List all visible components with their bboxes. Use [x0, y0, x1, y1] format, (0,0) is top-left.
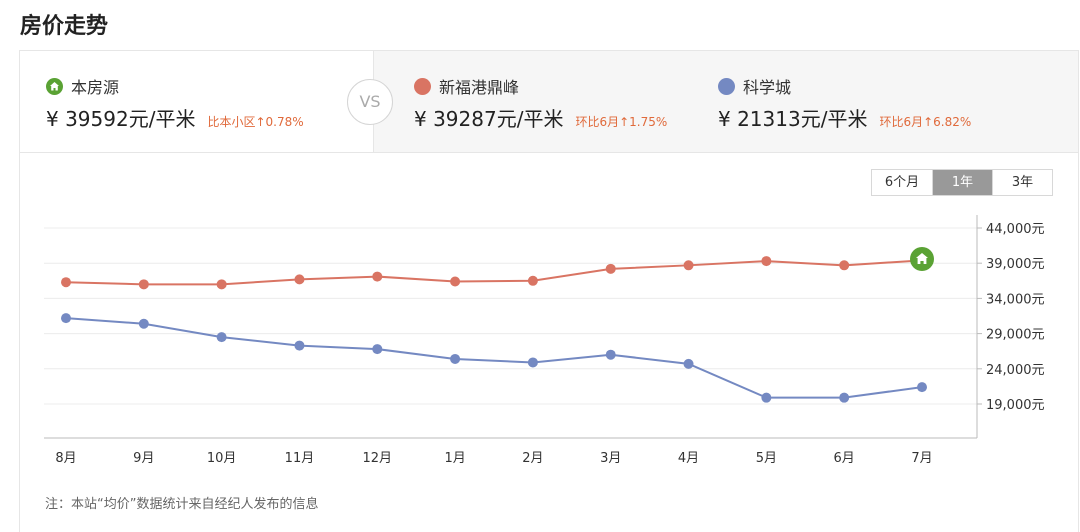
- comparison-bar: VS 本房源 ¥ 39592元/平米 比本小区↑0.78% 新福港鼎峰 ¥ 39…: [20, 51, 1078, 153]
- data-point: [372, 344, 383, 355]
- y-tick-label: 39,000元: [986, 257, 1045, 272]
- data-point: [527, 275, 538, 286]
- data-point: [294, 274, 305, 285]
- data-point: [61, 313, 71, 324]
- compare-item-price: ¥ 21313元/平米: [718, 107, 868, 131]
- compare-item-current-listing: 本房源 ¥ 39592元/平米 比本小区↑0.78%: [46, 75, 304, 132]
- compare-item-name: 新福港鼎峰: [439, 78, 520, 97]
- x-tick-label: 11月: [285, 451, 315, 466]
- tab-1-year[interactable]: 1年: [932, 170, 992, 195]
- comparison-others-panel: [373, 51, 1078, 153]
- compare-item-change: 环比6月↑6.82%: [879, 115, 972, 129]
- data-point: [450, 353, 461, 364]
- data-point: [839, 392, 850, 403]
- series-line: [65, 259, 923, 286]
- compare-item-price: ¥ 39287元/平米: [414, 107, 564, 131]
- x-tick-label: 2月: [522, 451, 543, 466]
- x-tick-label: 6月: [834, 451, 855, 466]
- vs-badge: VS: [347, 79, 393, 125]
- compare-item-district: 科学城 ¥ 21313元/平米 环比6月↑6.82%: [718, 75, 971, 132]
- compare-item-name: 科学城: [743, 78, 792, 97]
- data-point: [761, 392, 772, 403]
- x-tick-label: 12月: [362, 451, 392, 466]
- data-point: [216, 332, 227, 343]
- compare-item-change: 环比6月↑1.75%: [575, 115, 668, 129]
- x-tick-label: 9月: [133, 451, 154, 466]
- compare-item-community: 新福港鼎峰 ¥ 39287元/平米 环比6月↑1.75%: [414, 75, 667, 132]
- series-line: [65, 317, 923, 399]
- legend-dot-icon: [718, 77, 735, 95]
- x-tick-label: 3月: [600, 451, 621, 466]
- y-tick-label: 29,000元: [986, 328, 1045, 343]
- home-icon: [916, 252, 928, 264]
- price-trend-card: VS 本房源 ¥ 39592元/平米 比本小区↑0.78% 新福港鼎峰 ¥ 39…: [19, 50, 1079, 532]
- data-point: [761, 256, 772, 267]
- compare-item-change: 比本小区↑0.78%: [207, 115, 304, 129]
- data-point: [839, 260, 850, 271]
- data-point: [527, 357, 538, 368]
- data-point: [138, 279, 149, 290]
- x-tick-label: 1月: [444, 451, 465, 466]
- y-tick-label: 44,000元: [986, 222, 1045, 237]
- x-tick-label: 7月: [911, 451, 932, 466]
- data-point: [917, 382, 927, 393]
- y-tick-label: 19,000元: [986, 398, 1045, 413]
- home-icon: [46, 77, 63, 95]
- legend-dot-icon: [414, 77, 431, 95]
- x-tick-label: 10月: [207, 451, 237, 466]
- compare-item-name: 本房源: [71, 78, 120, 97]
- data-point: [216, 279, 227, 290]
- tab-6-months[interactable]: 6个月: [872, 170, 932, 195]
- data-point: [61, 277, 71, 288]
- data-point: [605, 263, 616, 274]
- page-title: 房价走势: [20, 14, 109, 39]
- x-tick-label: 5月: [756, 451, 777, 466]
- compare-item-price: ¥ 39592元/平米: [46, 107, 196, 131]
- footnote: 注：本站“均价”数据统计来自经纪人发布的信息: [45, 497, 319, 512]
- x-tick-label: 8月: [55, 451, 76, 466]
- data-point: [138, 318, 149, 329]
- data-point: [683, 260, 694, 271]
- y-tick-label: 24,000元: [986, 363, 1045, 378]
- x-tick-label: 4月: [678, 451, 699, 466]
- data-point: [683, 358, 694, 369]
- data-point: [372, 271, 383, 282]
- data-point: [294, 340, 305, 351]
- tab-3-years[interactable]: 3年: [992, 170, 1052, 195]
- comparison-current-panel: [20, 51, 373, 153]
- data-point: [605, 349, 616, 360]
- period-tabs: 6个月 1年 3年: [871, 169, 1053, 196]
- y-tick-label: 34,000元: [986, 292, 1045, 307]
- data-point: [450, 276, 461, 287]
